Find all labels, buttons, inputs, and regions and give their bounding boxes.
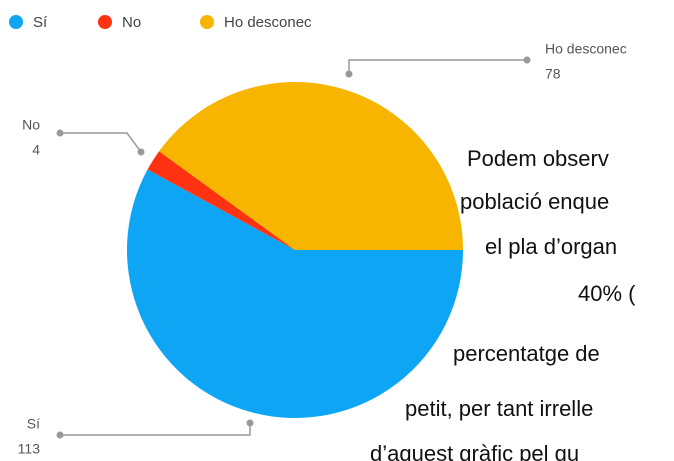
callout-dot — [246, 419, 254, 427]
legend-label: No — [122, 14, 141, 31]
legend-label: Sí — [33, 14, 48, 31]
legend-swatch — [200, 15, 214, 29]
legend-swatch — [98, 15, 112, 29]
pie-slice — [159, 82, 463, 251]
callout-label: No — [22, 117, 40, 133]
paragraph-line: petit, per tant irrelle — [405, 396, 593, 421]
callout-value: 78 — [545, 66, 561, 82]
legend-label: Ho desconec — [224, 14, 312, 31]
pie-slice — [147, 151, 295, 250]
callout-dot — [56, 431, 64, 439]
callout-label: Sí — [27, 416, 40, 432]
callout-value: 113 — [18, 441, 41, 457]
callout-label: Ho desconec — [545, 41, 627, 57]
callout-line — [348, 59, 527, 74]
pie-slice — [126, 169, 463, 418]
legend-swatch — [9, 15, 23, 29]
callout-dot — [523, 56, 531, 64]
paragraph-line: d’aquest gràfic pel qu — [370, 441, 579, 461]
paragraph-line: percentatge de — [453, 341, 600, 366]
paragraph-line: població enque — [460, 189, 609, 214]
callout-line — [60, 132, 142, 153]
callout-value: 4 — [32, 142, 40, 158]
callout-line — [60, 423, 251, 436]
paragraph-line: 40% ( — [578, 281, 636, 306]
paragraph-line: Podem observ — [467, 146, 609, 171]
callout-dot — [345, 70, 353, 78]
callout-dot — [56, 129, 64, 137]
paragraph-line: el pla d’organ — [485, 234, 617, 259]
callout-dot — [137, 148, 145, 156]
